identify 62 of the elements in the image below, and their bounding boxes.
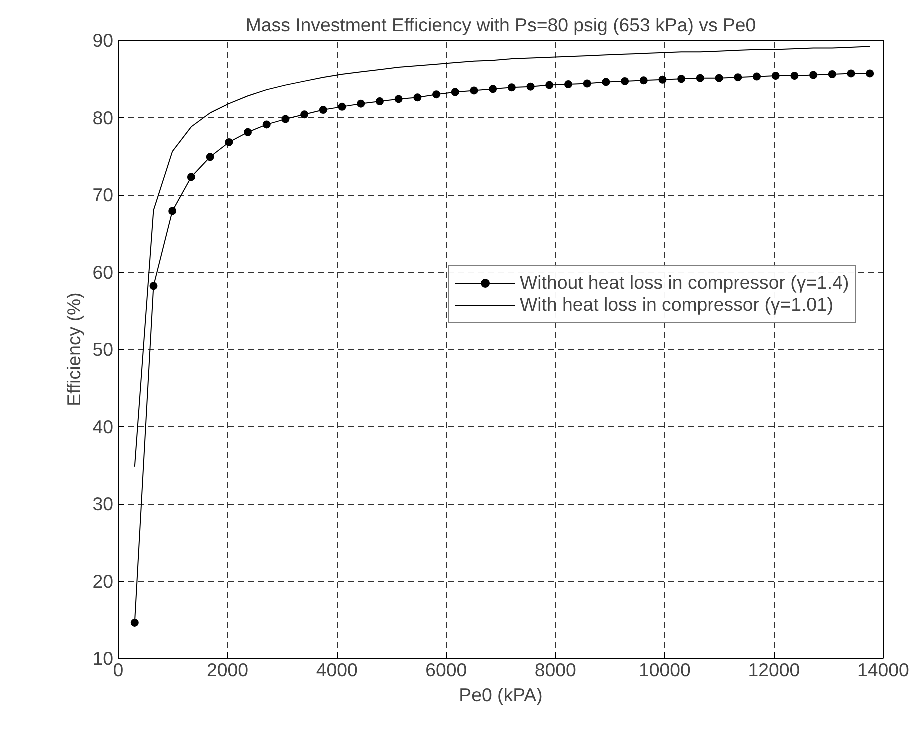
point	[564, 80, 572, 89]
y-axis-title: Efficiency (%)	[64, 292, 85, 406]
point	[262, 120, 271, 129]
point	[640, 76, 648, 85]
point	[282, 115, 290, 124]
legend-label: Without heat loss in compressor (γ=1.4)	[520, 272, 850, 294]
point	[602, 78, 610, 86]
point	[394, 95, 403, 104]
point	[621, 77, 630, 86]
y-tick-label: 10	[92, 648, 114, 669]
y-tick-label: 20	[92, 570, 114, 592]
point	[414, 94, 422, 102]
point	[206, 153, 214, 162]
point	[470, 86, 478, 95]
x-tick-label: 4000	[316, 660, 358, 680]
y-tick-label: 60	[92, 262, 114, 283]
x-tick-label: 14000	[858, 660, 910, 680]
point	[658, 76, 667, 84]
y-tick-label: 80	[92, 107, 114, 128]
point	[319, 106, 328, 114]
point	[508, 84, 516, 92]
legend-label: With heat loss in compressor (γ=1.01)	[520, 294, 834, 316]
point	[583, 80, 592, 88]
point	[225, 138, 234, 146]
y-tick-label: 50	[92, 339, 114, 360]
point	[678, 75, 686, 84]
chart-title: Mass Investment Efficiency with Ps=80 psig (653 kPa) vs Pe0	[246, 14, 756, 36]
point	[753, 72, 761, 81]
point	[451, 88, 460, 96]
y-tick-label: 40	[92, 416, 114, 438]
x-tick-label: 2000	[207, 660, 249, 680]
point	[696, 74, 704, 82]
x-tick-label: 12000	[748, 660, 800, 680]
point	[432, 90, 441, 99]
point	[376, 98, 384, 106]
y-tick-label: 70	[92, 184, 114, 206]
point	[150, 282, 158, 290]
y-tick-label: 90	[92, 30, 114, 51]
point	[300, 110, 309, 119]
point	[168, 207, 177, 216]
point	[489, 85, 498, 94]
point	[187, 173, 196, 182]
point	[546, 81, 554, 90]
x-tick-label: 0	[113, 660, 124, 680]
point	[810, 71, 818, 80]
point	[130, 618, 139, 627]
point	[734, 74, 742, 82]
x-tick-label: 8000	[534, 660, 576, 680]
point	[828, 70, 836, 78]
x-axis-title: Pe0 (kPA)	[459, 684, 543, 706]
point	[338, 102, 346, 111]
point	[526, 82, 535, 91]
y-tick-label: 30	[92, 494, 114, 514]
point	[715, 74, 724, 82]
point	[866, 70, 874, 78]
point	[790, 72, 799, 80]
point	[847, 70, 856, 78]
point	[244, 128, 252, 136]
x-tick-label: 6000	[426, 660, 468, 680]
point	[357, 100, 366, 108]
point	[772, 72, 780, 80]
x-tick-label: 10000	[638, 660, 691, 680]
